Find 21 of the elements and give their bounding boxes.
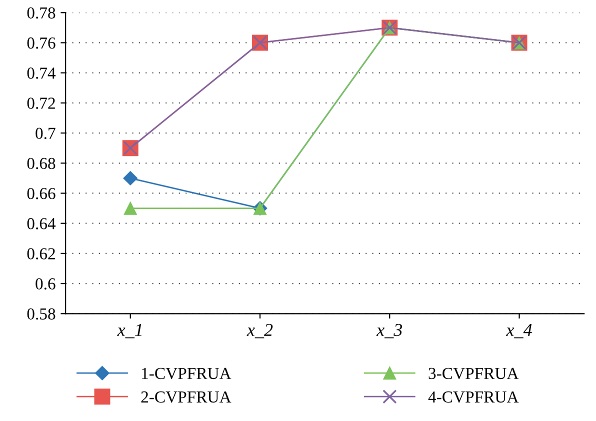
x-tick-label: x_4 <box>506 324 532 338</box>
legend-label: 3-CVPFRUA <box>428 368 519 380</box>
x-tick-label: x_1 <box>117 324 142 338</box>
y-tick-label: 0.64 <box>27 218 56 230</box>
legend-label: 4-CVPFRUA <box>428 391 519 403</box>
legend-label: 1-CVPFRUA <box>142 368 232 380</box>
y-tick-label: 0.78 <box>27 7 56 19</box>
y-tick-label: 0.68 <box>27 158 56 170</box>
x-tick-label: x_2 <box>246 324 273 338</box>
y-tick-label: 0.7 <box>36 128 56 140</box>
y-tick-label: 0.6 <box>36 278 56 290</box>
y-tick-label: 0.74 <box>27 68 56 79</box>
y-tick-label: 0.62 <box>27 248 55 260</box>
point <box>123 170 138 186</box>
point <box>124 202 137 215</box>
y-tick-label: 0.72 <box>27 98 55 109</box>
y-tick-label: 0.66 <box>27 188 56 200</box>
y-tick-label: 0.76 <box>27 37 56 49</box>
y-tick-label: 0.58 <box>27 308 56 320</box>
legend-label: 2-CVPFRUA <box>141 391 232 403</box>
x-tick-label: x_3 <box>376 324 402 338</box>
